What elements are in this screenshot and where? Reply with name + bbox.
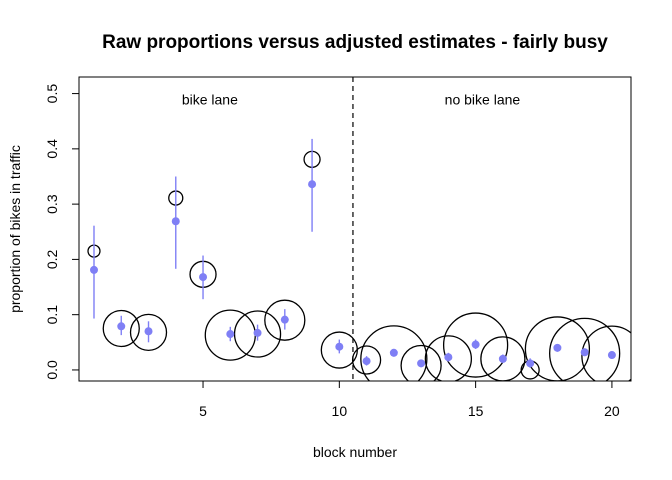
adjusted-estimate-point [308,180,317,189]
plot-frame [78,76,632,382]
adjusted-estimate-point [553,343,562,352]
adjusted-estimate-point [498,354,507,363]
adjusted-estimate-point [444,353,453,362]
raw-proportion-point [129,313,168,352]
raw-proportion-point [400,344,442,381]
region-label-no-bike-lane: no bike lane [445,92,521,108]
y-tick-label: 0.4 [44,139,60,159]
adjusted-estimate-point [607,351,616,360]
adjusted-estimate-point [580,348,589,357]
adjusted-estimate-point [253,328,262,337]
adjusted-estimate-point [471,340,480,349]
x-axis-label: block number [313,444,397,460]
adjusted-estimate-point [417,359,426,368]
region-label-bike-lane: bike lane [182,92,238,108]
y-tick-label: 0.0 [44,360,60,380]
y-axis-label: proportion of bikes in traffic [7,145,23,313]
x-tick-label: 10 [332,403,348,419]
adjusted-estimate-point [171,217,180,226]
adjusted-estimate-point [89,265,98,274]
y-tick-label: 0.5 [44,84,60,104]
y-tick-label: 0.2 [44,249,60,269]
chart-title: Raw proportions versus adjusted estimate… [102,32,608,53]
adjusted-estimate-point [335,342,344,351]
y-tick-label: 0.3 [44,194,60,214]
adjusted-estimate-point [199,273,208,282]
adjusted-estimate-layer [89,138,616,368]
raw-proportion-point [360,325,428,381]
adjusted-estimate-point [362,357,371,366]
adjusted-estimate-point [226,330,235,339]
raw-proportion-point [264,299,306,341]
raw-proportion-layer [87,150,631,381]
x-tick-label: 15 [468,403,484,419]
raw-proportion-point [442,312,509,378]
raw-proportion-point [549,317,621,381]
adjusted-estimate-point [280,315,289,324]
adjusted-estimate-point [389,348,398,357]
y-tick-label: 0.1 [44,305,60,325]
x-tick-label: 5 [199,403,207,419]
raw-proportion-point [581,325,631,381]
raw-proportion-point [102,309,140,348]
adjusted-estimate-point [144,327,153,336]
raw-proportion-point [233,310,282,358]
x-tick-label: 20 [604,403,620,419]
axes: 5 10 15 20 0.0 0.1 0.2 0.3 0.4 0.5 [44,84,620,419]
adjusted-estimate-point [117,322,126,331]
adjusted-estimate-point [526,359,535,368]
raw-proportion-point [424,335,473,381]
